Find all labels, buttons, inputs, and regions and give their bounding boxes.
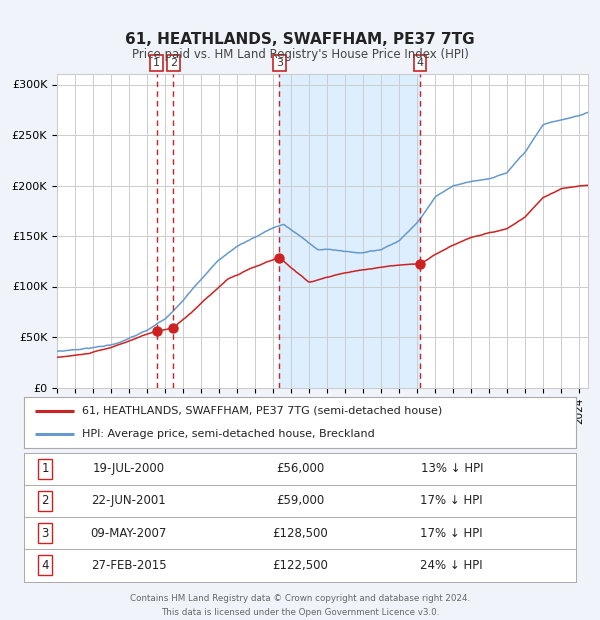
Text: £128,500: £128,500 <box>272 527 328 539</box>
Text: 19-JUL-2000: 19-JUL-2000 <box>93 463 165 475</box>
Text: 22-JUN-2001: 22-JUN-2001 <box>92 495 166 507</box>
Text: 1: 1 <box>41 463 49 475</box>
Text: 61, HEATHLANDS, SWAFFHAM, PE37 7TG (semi-detached house): 61, HEATHLANDS, SWAFFHAM, PE37 7TG (semi… <box>82 405 442 415</box>
Text: 1: 1 <box>153 58 160 68</box>
Text: 4: 4 <box>41 559 49 572</box>
Text: £59,000: £59,000 <box>276 495 324 507</box>
Text: 2: 2 <box>170 58 177 68</box>
Text: 27-FEB-2015: 27-FEB-2015 <box>91 559 167 572</box>
Text: 2: 2 <box>41 495 49 507</box>
Text: 3: 3 <box>41 527 49 539</box>
Text: 17% ↓ HPI: 17% ↓ HPI <box>421 495 483 507</box>
Text: 61, HEATHLANDS, SWAFFHAM, PE37 7TG: 61, HEATHLANDS, SWAFFHAM, PE37 7TG <box>125 32 475 47</box>
Text: £122,500: £122,500 <box>272 559 328 572</box>
Text: Contains HM Land Registry data © Crown copyright and database right 2024.
This d: Contains HM Land Registry data © Crown c… <box>130 595 470 616</box>
Text: 3: 3 <box>276 58 283 68</box>
Text: 24% ↓ HPI: 24% ↓ HPI <box>421 559 483 572</box>
Text: 09-MAY-2007: 09-MAY-2007 <box>91 527 167 539</box>
Text: HPI: Average price, semi-detached house, Breckland: HPI: Average price, semi-detached house,… <box>82 429 375 439</box>
Text: 13% ↓ HPI: 13% ↓ HPI <box>421 463 483 475</box>
Text: Price paid vs. HM Land Registry's House Price Index (HPI): Price paid vs. HM Land Registry's House … <box>131 48 469 61</box>
Text: 17% ↓ HPI: 17% ↓ HPI <box>421 527 483 539</box>
Text: 4: 4 <box>416 58 424 68</box>
Bar <box>280 74 420 388</box>
Text: £56,000: £56,000 <box>276 463 324 475</box>
